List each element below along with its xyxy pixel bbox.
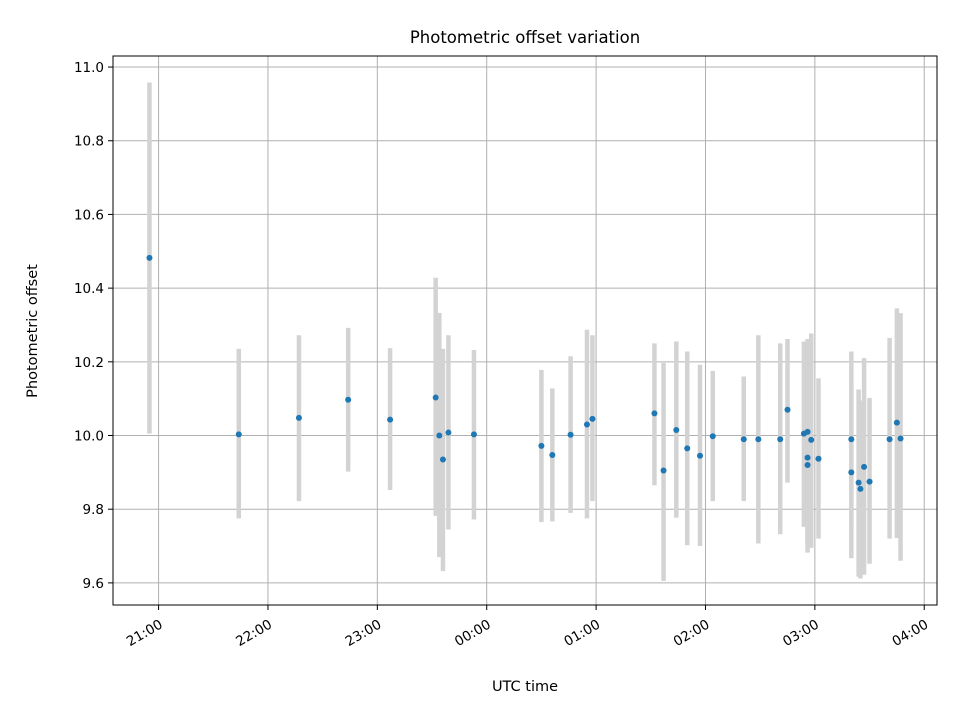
y-axis: 9.6 9.8 10.0 10.2 10.4 10.6 10.8 11.0: [74, 60, 113, 592]
data-point: [808, 436, 815, 443]
y-tick-label: 10.4: [74, 281, 104, 297]
grid: [113, 56, 937, 605]
data-point: [589, 415, 596, 422]
data-point: [436, 432, 443, 439]
data-point: [470, 431, 477, 438]
data-point: [583, 421, 590, 428]
data-point: [345, 396, 352, 403]
data-point: [146, 254, 153, 261]
data-point: [848, 469, 855, 476]
data-point: [673, 426, 680, 433]
data-point: [567, 431, 574, 438]
data-point: [660, 467, 667, 474]
data-point: [755, 436, 762, 443]
y-tick-label: 9.8: [83, 502, 104, 518]
data-point: [697, 452, 704, 459]
data-point: [804, 428, 811, 435]
data-point: [815, 455, 822, 462]
plot-frame: [112, 55, 938, 606]
data-point: [651, 410, 658, 417]
data-point: [432, 394, 439, 401]
data-points: [146, 254, 904, 492]
data-point: [387, 416, 394, 423]
data-point: [439, 456, 446, 463]
y-tick-label: 10.8: [74, 134, 104, 150]
x-axis-title: UTC time: [492, 679, 558, 695]
data-point: [857, 485, 864, 492]
data-point: [893, 419, 900, 426]
data-point: [445, 429, 452, 436]
y-tick-label: 9.6: [83, 576, 104, 592]
data-point: [804, 454, 811, 461]
chart-title: Photometric offset variation: [410, 28, 640, 47]
y-axis-title: Photometric offset: [25, 264, 41, 398]
data-point: [784, 406, 791, 413]
data-point: [848, 436, 855, 443]
y-tick-label: 11.0: [74, 60, 104, 76]
data-point: [740, 436, 747, 443]
data-point: [549, 452, 556, 459]
data-point: [295, 414, 302, 421]
data-point: [538, 442, 545, 449]
data-point: [861, 463, 868, 470]
y-tick-label: 10.6: [74, 207, 104, 223]
data-point: [684, 445, 691, 452]
y-tick-label: 10.2: [74, 355, 104, 371]
data-point: [804, 461, 811, 468]
data-point: [866, 478, 873, 485]
data-point: [855, 479, 862, 486]
y-tick-label: 10.0: [74, 429, 104, 445]
data-point: [897, 435, 904, 442]
data-point: [709, 433, 716, 440]
data-point: [235, 431, 242, 438]
data-point: [777, 436, 784, 443]
data-point: [886, 436, 893, 443]
